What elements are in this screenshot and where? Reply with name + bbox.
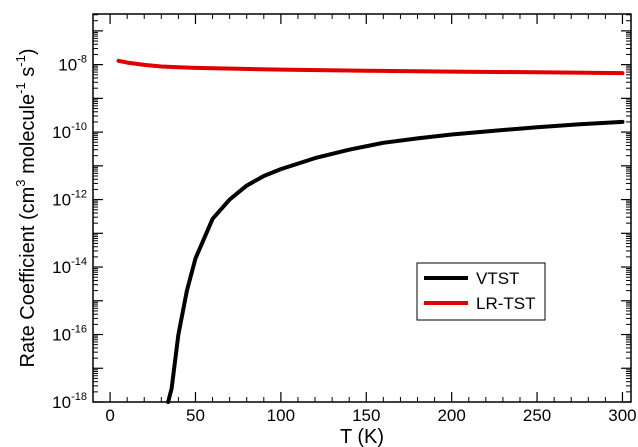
legend-label-lrtst: LR-TST bbox=[476, 294, 536, 313]
y-tick-label: 10-10 bbox=[52, 121, 87, 142]
x-tick-label: 300 bbox=[608, 406, 636, 425]
legend-label-vtst: VTST bbox=[476, 269, 519, 288]
series-line-lr-tst bbox=[116, 58, 625, 76]
y-tick-label: 10-18 bbox=[52, 391, 87, 412]
series-line-vtst bbox=[166, 119, 625, 404]
x-tick-label: 150 bbox=[352, 406, 380, 425]
series-lines bbox=[116, 58, 625, 404]
y-tick-label: 10-8 bbox=[58, 54, 87, 75]
y-axis-title: Rate Coefficient (cm3 molecule-1 s-1) bbox=[13, 48, 39, 367]
y-tick-label: 10-14 bbox=[52, 256, 87, 277]
axis-ticks: 0 50 100 150 200 250 300 10-18 10-16 10-14 10-12 10… bbox=[52, 14, 637, 425]
y-tick-label: 10-12 bbox=[52, 189, 87, 210]
legend-box bbox=[416, 262, 546, 321]
x-tick-label: 50 bbox=[186, 406, 205, 425]
x-tick-label: 200 bbox=[437, 406, 465, 425]
y-tick-label: 10-16 bbox=[52, 324, 87, 345]
plot-frame bbox=[92, 13, 632, 403]
legend: VTST LR-TST bbox=[416, 262, 546, 321]
x-tick-label: 0 bbox=[105, 406, 114, 425]
x-tick-label: 100 bbox=[267, 406, 295, 425]
x-axis-title: T (K) bbox=[340, 426, 384, 447]
x-tick-label: 250 bbox=[523, 406, 551, 425]
